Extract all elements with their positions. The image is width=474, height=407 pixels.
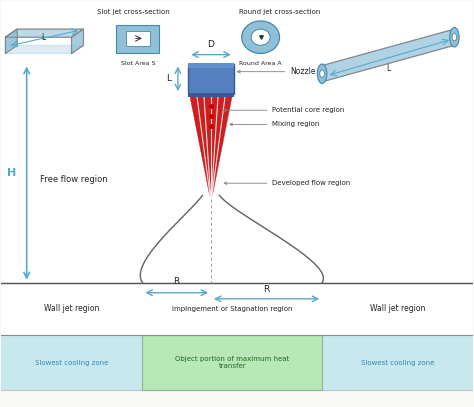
Text: Wall jet region: Wall jet region [370,304,425,313]
Text: Free flow region: Free flow region [40,175,108,184]
Text: L: L [41,33,46,42]
Ellipse shape [319,70,324,77]
Text: Slowest cooling zone: Slowest cooling zone [35,360,108,366]
Text: Wall jet region: Wall jet region [44,304,99,313]
Text: L: L [386,64,391,73]
Text: Slowest cooling zone: Slowest cooling zone [361,360,434,366]
Text: L: L [166,74,171,83]
Text: Slot Area S: Slot Area S [120,61,155,66]
Text: R: R [173,277,180,286]
Text: Nozzle: Nozzle [237,67,316,76]
Text: Slot jet cross-section: Slot jet cross-section [97,9,169,15]
Text: Impingement or Stagnation region: Impingement or Stagnation region [172,306,292,312]
Bar [0,1,474,335]
Ellipse shape [318,64,327,83]
Text: D: D [208,40,214,49]
Text: Potential core region: Potential core region [223,107,345,113]
Bar [0,335,143,390]
Bar [126,31,150,46]
Bar [0,282,474,335]
Polygon shape [5,45,83,53]
Text: H: H [7,168,16,178]
Bar [188,63,234,68]
Bar [322,335,474,390]
Circle shape [251,29,270,45]
Bar [143,335,322,390]
Circle shape [242,21,280,53]
Text: R: R [264,285,270,294]
Text: Round Area A: Round Area A [239,61,282,66]
Polygon shape [322,29,455,82]
Bar [117,25,159,53]
Text: Mixing region: Mixing region [230,121,320,127]
Ellipse shape [450,27,459,47]
Bar [188,63,234,94]
Bar [188,93,234,97]
Ellipse shape [452,33,457,41]
Polygon shape [72,29,83,53]
Text: Developed flow region: Developed flow region [224,180,351,186]
Polygon shape [5,29,83,37]
Polygon shape [190,94,233,195]
Text: Round jet cross-section: Round jet cross-section [239,9,320,15]
Text: Object portion of maximum heat
transfer: Object portion of maximum heat transfer [175,356,290,369]
Polygon shape [5,29,17,53]
